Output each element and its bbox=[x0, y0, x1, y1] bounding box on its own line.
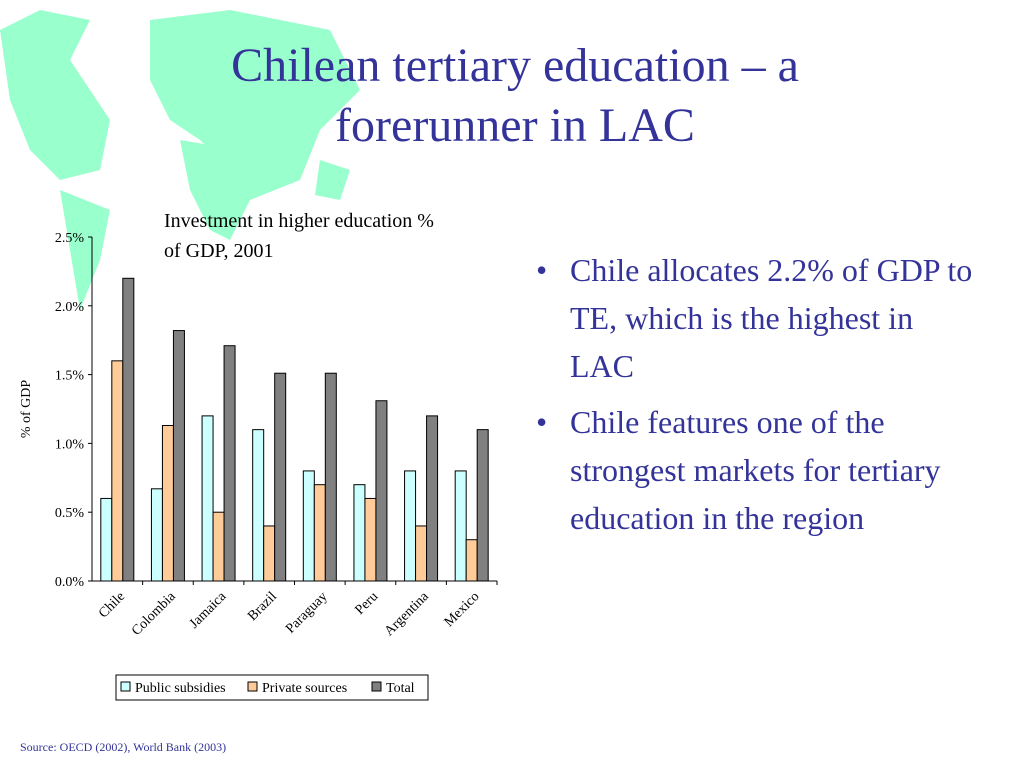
x-tick-label: Brazil bbox=[245, 589, 280, 624]
x-tick-label: Peru bbox=[353, 589, 382, 618]
bar bbox=[313, 484, 326, 582]
y-tick-label: 2.0% bbox=[55, 300, 85, 315]
bullet: Chile allocates 2.2% of GDP to TE, which… bbox=[530, 246, 980, 390]
legend-label: Public subsidies bbox=[135, 681, 226, 696]
x-tick-label: Argentina bbox=[382, 589, 433, 640]
bar bbox=[302, 470, 315, 582]
bar bbox=[415, 525, 428, 582]
legend-label: Total bbox=[386, 681, 415, 696]
y-tick-label: 1.5% bbox=[55, 369, 85, 384]
bar bbox=[465, 539, 478, 582]
x-tick-label: Mexico bbox=[442, 589, 483, 630]
bar bbox=[161, 425, 174, 582]
bar bbox=[201, 415, 214, 582]
y-axis-label: % of GDP bbox=[19, 380, 34, 439]
bar bbox=[100, 497, 113, 582]
bar bbox=[364, 497, 377, 582]
bullet-list: Chile allocates 2.2% of GDP to TE, which… bbox=[530, 246, 980, 550]
x-tick-label: Colombia bbox=[129, 589, 179, 639]
bar bbox=[476, 429, 489, 582]
bar bbox=[353, 484, 366, 582]
legend-label: Private sources bbox=[262, 681, 347, 696]
x-tick-label: Jamaica bbox=[187, 589, 230, 632]
source-note: Source: OECD (2002), World Bank (2003) bbox=[20, 740, 227, 754]
y-tick-label: 0.5% bbox=[55, 506, 85, 521]
bar bbox=[324, 372, 337, 582]
bar bbox=[111, 360, 124, 582]
legend-swatch bbox=[120, 681, 131, 692]
bar bbox=[252, 429, 265, 582]
bar bbox=[150, 488, 163, 582]
world-map bbox=[0, 10, 360, 310]
bar bbox=[454, 470, 467, 582]
legend-swatch bbox=[371, 681, 382, 692]
bullet: Chile features one of the strongest mark… bbox=[530, 398, 980, 542]
x-tick-label: Paraguay bbox=[283, 589, 330, 636]
bar bbox=[274, 372, 287, 582]
x-tick-label: Chile bbox=[96, 589, 128, 621]
bar bbox=[426, 415, 439, 582]
bar bbox=[375, 400, 388, 582]
chart-title: Investment in higher education % of GDP,… bbox=[164, 210, 434, 262]
bar bbox=[212, 511, 225, 582]
bar bbox=[263, 525, 276, 582]
y-tick-label: 2.5% bbox=[55, 231, 85, 246]
bar bbox=[223, 345, 236, 582]
y-tick-label: 1.0% bbox=[55, 437, 85, 452]
bar bbox=[404, 470, 417, 582]
bar bbox=[172, 330, 185, 582]
legend-swatch bbox=[247, 681, 258, 692]
y-tick-label: 0.0% bbox=[55, 575, 85, 590]
bar bbox=[122, 277, 135, 582]
slide-title: Chilean tertiary education – a forerunne… bbox=[231, 39, 799, 152]
